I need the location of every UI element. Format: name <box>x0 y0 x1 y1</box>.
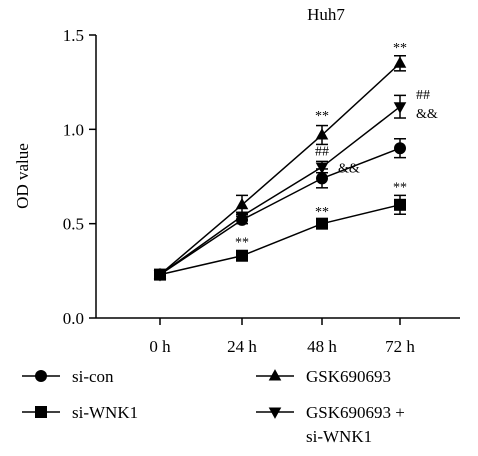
data-point <box>236 249 248 262</box>
x-tick-label: 72 h <box>385 337 415 356</box>
data-point <box>316 172 328 185</box>
data-point <box>235 197 249 210</box>
data-point <box>315 162 329 174</box>
series-layer <box>153 55 407 282</box>
series-gsk690693-si-wnk1 <box>153 94 407 282</box>
legend-marker <box>35 370 47 382</box>
legend-label: si-WNK1 <box>72 403 138 422</box>
significance-label: ** <box>315 205 329 220</box>
series-si-con <box>154 138 406 281</box>
legend-item: GSK690693 <box>256 367 391 386</box>
y-tick-label: 1.0 <box>63 120 84 139</box>
legend: si-con si-WNK1 GSK690693 GSK690693 + si-WNK1 <box>22 367 405 446</box>
data-point <box>394 142 406 155</box>
legend-marker <box>268 407 282 419</box>
series-si-wnk1 <box>154 194 406 281</box>
data-point <box>153 270 167 282</box>
significance-label: && <box>338 162 360 177</box>
series-line <box>159 147 401 276</box>
legend-label: si-WNK1 <box>306 427 372 446</box>
data-point <box>393 102 407 114</box>
series-line <box>159 106 401 276</box>
data-point <box>235 211 249 224</box>
significance-label: ** <box>393 41 407 56</box>
legend-item: GSK690693 + si-WNK1 <box>256 403 405 446</box>
legend-label: GSK690693 <box>306 367 391 386</box>
legend-label: GSK690693 + <box>306 403 405 422</box>
legend-item: si-WNK1 <box>22 403 138 422</box>
significance-label: ** <box>235 235 249 250</box>
data-point <box>316 217 328 230</box>
significance-label: && <box>416 107 438 122</box>
y-axis-label: OD value <box>13 143 32 209</box>
legend-item: si-con <box>22 367 114 386</box>
series-line <box>159 204 401 276</box>
data-point <box>315 128 329 140</box>
data-point <box>393 56 407 68</box>
significance-label: ## <box>416 88 430 103</box>
chart-title: Huh7 <box>307 5 345 24</box>
x-tick-label: 0 h <box>149 337 171 356</box>
series-line <box>159 62 401 276</box>
annotation-layer: ** ** ## && ** ** ## && ** <box>235 41 438 250</box>
axes: 0.0 0.5 1.0 1.5 0 h 24 h 48 h 72 h <box>63 26 460 356</box>
legend-label: si-con <box>72 367 114 386</box>
series-gsk690693 <box>153 55 407 280</box>
significance-label: ** <box>315 109 329 124</box>
y-tick-label: 1.5 <box>63 26 84 45</box>
y-tick-label: 0.5 <box>63 215 84 234</box>
data-point <box>394 198 406 211</box>
significance-label: ## <box>315 145 329 160</box>
x-tick-label: 48 h <box>307 337 337 356</box>
y-tick-label: 0.0 <box>63 309 84 328</box>
significance-label: ** <box>393 181 407 196</box>
x-tick-label: 24 h <box>227 337 257 356</box>
legend-marker <box>268 369 282 381</box>
legend-marker <box>35 406 47 418</box>
